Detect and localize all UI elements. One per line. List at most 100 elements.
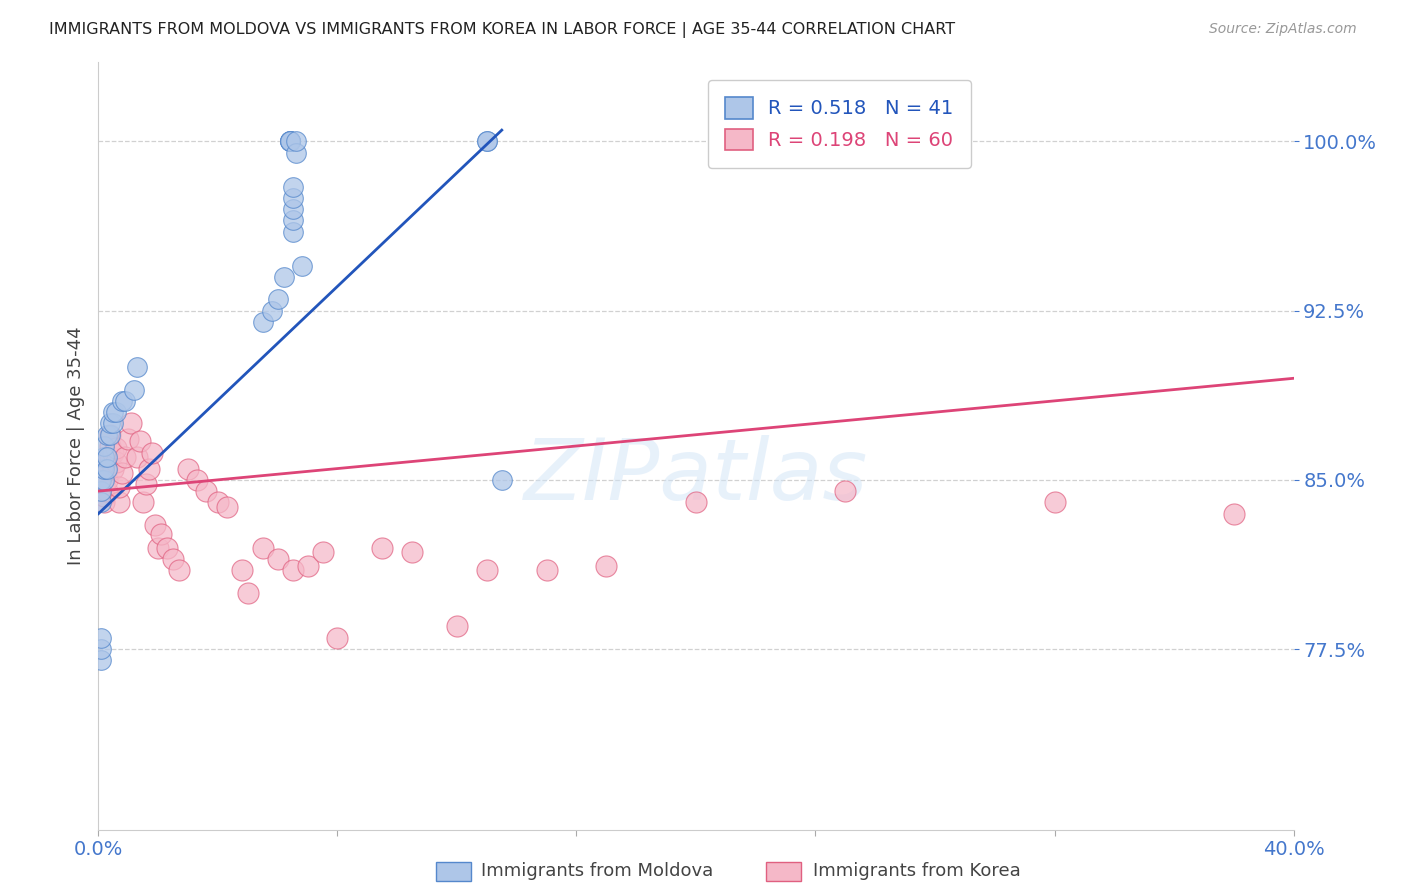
Point [96, 427, 118, 442]
Point [105, 405, 128, 419]
Point [536, 563, 558, 577]
Point [475, 563, 498, 577]
Point [98, 450, 122, 465]
Point [278, 135, 301, 149]
Point [105, 455, 128, 469]
Text: Immigrants from Korea: Immigrants from Korea [813, 863, 1021, 880]
Point [281, 563, 304, 577]
Point [401, 545, 423, 559]
Point [90, 642, 112, 657]
Point [129, 434, 152, 449]
Point [685, 495, 707, 509]
Point [96, 461, 118, 475]
Point [96, 484, 118, 499]
Point [162, 551, 184, 566]
Point [103, 461, 125, 475]
Point [96, 473, 118, 487]
Point [215, 500, 238, 514]
Point [195, 484, 218, 499]
Point [98, 427, 122, 442]
Y-axis label: In Labor Force | Age 35-44: In Labor Force | Age 35-44 [66, 326, 84, 566]
Point [98, 417, 122, 431]
Point [98, 427, 122, 442]
Point [127, 359, 149, 374]
Point [143, 518, 166, 533]
Point [93, 477, 115, 491]
Point [103, 446, 125, 460]
Point [326, 631, 349, 645]
Point [108, 480, 131, 494]
Point [93, 461, 115, 475]
Point [252, 541, 274, 555]
Point [132, 495, 155, 509]
Point [281, 225, 304, 239]
Point [231, 563, 253, 577]
Point [278, 135, 301, 149]
Point [236, 585, 259, 599]
Point [96, 461, 118, 475]
Legend: R = 0.518   N = 41, R = 0.198   N = 60: R = 0.518 N = 41, R = 0.198 N = 60 [707, 79, 972, 168]
Point [93, 489, 115, 503]
Point [103, 417, 125, 431]
Point [491, 473, 513, 487]
Point [111, 393, 134, 408]
Point [96, 450, 118, 465]
Point [150, 527, 173, 541]
Point [114, 450, 136, 465]
Point [278, 135, 301, 149]
Point [93, 450, 115, 465]
Text: Source: ZipAtlas.com: Source: ZipAtlas.com [1209, 22, 1357, 37]
Point [117, 432, 139, 446]
Point [177, 461, 200, 475]
Point [834, 484, 856, 499]
Point [138, 461, 160, 475]
Point [120, 417, 142, 431]
Point [93, 468, 115, 483]
Point [108, 495, 131, 509]
Point [595, 558, 617, 573]
Point [114, 393, 136, 408]
Point [267, 293, 290, 307]
Point [105, 442, 128, 456]
Point [90, 468, 112, 483]
Text: ZIPatlas: ZIPatlas [524, 435, 868, 518]
Point [90, 495, 112, 509]
Point [273, 269, 295, 284]
Point [284, 145, 307, 160]
Point [156, 541, 179, 555]
Point [311, 545, 333, 559]
Point [260, 303, 283, 318]
Point [252, 315, 274, 329]
Point [281, 202, 304, 216]
Point [1223, 507, 1246, 521]
Point [111, 466, 134, 480]
Point [186, 473, 208, 487]
Point [90, 653, 112, 667]
Point [284, 135, 307, 149]
Text: IMMIGRANTS FROM MOLDOVA VS IMMIGRANTS FROM KOREA IN LABOR FORCE | AGE 35-44 CORR: IMMIGRANTS FROM MOLDOVA VS IMMIGRANTS FR… [49, 22, 955, 38]
Point [135, 477, 157, 491]
Point [281, 213, 304, 227]
Text: Immigrants from Moldova: Immigrants from Moldova [481, 863, 713, 880]
Point [90, 473, 112, 487]
Point [371, 541, 394, 555]
Point [141, 446, 163, 460]
Point [93, 439, 115, 453]
Point [93, 495, 115, 509]
Point [90, 473, 112, 487]
Point [93, 473, 115, 487]
Point [297, 558, 319, 573]
Point [167, 563, 190, 577]
Point [1043, 495, 1066, 509]
Point [278, 135, 301, 149]
Point [148, 541, 170, 555]
Point [124, 383, 146, 397]
Point [475, 135, 498, 149]
Point [446, 619, 468, 633]
Point [103, 405, 125, 419]
Point [281, 191, 304, 205]
Point [90, 484, 112, 499]
Point [207, 495, 229, 509]
Point [267, 551, 290, 566]
Point [98, 439, 122, 453]
